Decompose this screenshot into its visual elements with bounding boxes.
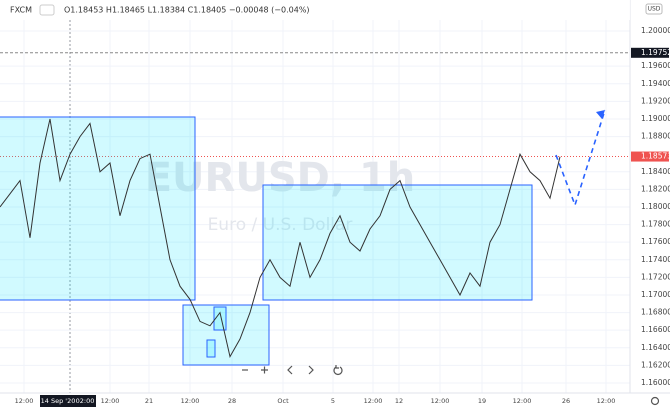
x-tick-label: 12:00	[181, 397, 200, 405]
price-line	[0, 118, 561, 358]
y-tick-label: 1.19400	[641, 79, 670, 88]
currency: USD	[648, 6, 661, 13]
watermark-subtitle: Euro / U.S. Dollar	[208, 215, 353, 235]
x-tick-label: 5	[331, 397, 335, 405]
y-tick-label: 1.16600	[641, 325, 670, 334]
x-tick-label: 21	[145, 397, 153, 405]
header: FXCM O1.18453 H1.18465 L1.18384 C1.18405…	[0, 0, 630, 20]
y-tick-label: 1.19000	[641, 114, 670, 123]
x-tick-label: 12:00	[15, 397, 34, 405]
y-tick-label: 1.18800	[641, 132, 670, 141]
y-tick-label: 1.18000	[641, 202, 670, 211]
y-tick-label: 1.19600	[641, 61, 670, 70]
crosshair-time-bg	[40, 395, 96, 407]
x-tick-label: 12:00	[597, 397, 616, 405]
time-axis-bg	[0, 393, 670, 409]
y-tick-label: 1.17800	[641, 220, 670, 229]
ohlc: O1.18453 H1.18465 L1.18384 C1.18405 −0.0…	[64, 6, 310, 15]
watermark-title: EURUSD, 1h	[145, 155, 416, 201]
alert-label: 1.19752	[641, 48, 670, 57]
price-axis: USD 1.20000 1.19600 1.19400 1.19200 1.19000 1…	[629, 0, 670, 393]
y-tick-label: 1.16800	[641, 308, 670, 317]
x-tick-label: 12:00	[364, 397, 383, 405]
y-tick-label: 1.18400	[641, 167, 670, 176]
x-tick-label: 26	[562, 397, 570, 405]
x-tick-label: 12:00	[431, 397, 450, 405]
y-tick-label: 1.19200	[641, 96, 670, 105]
x-tick-label: 12:00	[101, 397, 120, 405]
x-tick-label: 28	[228, 397, 236, 405]
eye-button[interactable]	[39, 4, 55, 16]
x-tick-label: 02:00	[76, 397, 95, 405]
symbol: FXCM	[10, 6, 32, 15]
alert-label-bg	[631, 47, 669, 58]
zoom-in[interactable]	[261, 366, 268, 374]
forecast-arrow	[555, 109, 606, 208]
scroll-right[interactable]	[308, 365, 314, 375]
y-tick-label: 1.17000	[641, 290, 670, 299]
x-tick-label: 14 Sep '20	[41, 397, 76, 405]
y-tick-label: 1.17400	[641, 255, 670, 264]
y-tick-label: 1.17200	[641, 272, 670, 281]
plot	[0, 118, 561, 358]
y-tick-label: 1.16000	[641, 378, 670, 387]
y-tick-label: 1.17600	[641, 237, 670, 246]
time-axis: 12:00 14 Sep '20 02:00 12:00 21 12:00 28 Oct 5 12…	[15, 395, 616, 407]
y-tick-label: 1.20000	[641, 26, 670, 35]
y-tick-label: 1.16400	[641, 343, 670, 352]
settings[interactable]	[650, 396, 660, 406]
x-tick-label: 12:00	[513, 397, 532, 405]
grid-horizontal	[0, 30, 630, 384]
x-tick-label: Oct	[277, 397, 289, 405]
nav-controls	[242, 365, 660, 406]
x-tick-label: 19	[478, 397, 486, 405]
y-tick-label: 1.18200	[641, 184, 670, 193]
reset[interactable]	[333, 365, 343, 375]
x-tick-label: 12	[395, 397, 403, 405]
last-price-label: 1.18573	[641, 152, 670, 161]
arrow-head	[596, 110, 605, 119]
scroll-left[interactable]	[287, 365, 293, 375]
last-price-bg	[631, 151, 669, 162]
y-tick-label: 1.16200	[641, 360, 670, 369]
